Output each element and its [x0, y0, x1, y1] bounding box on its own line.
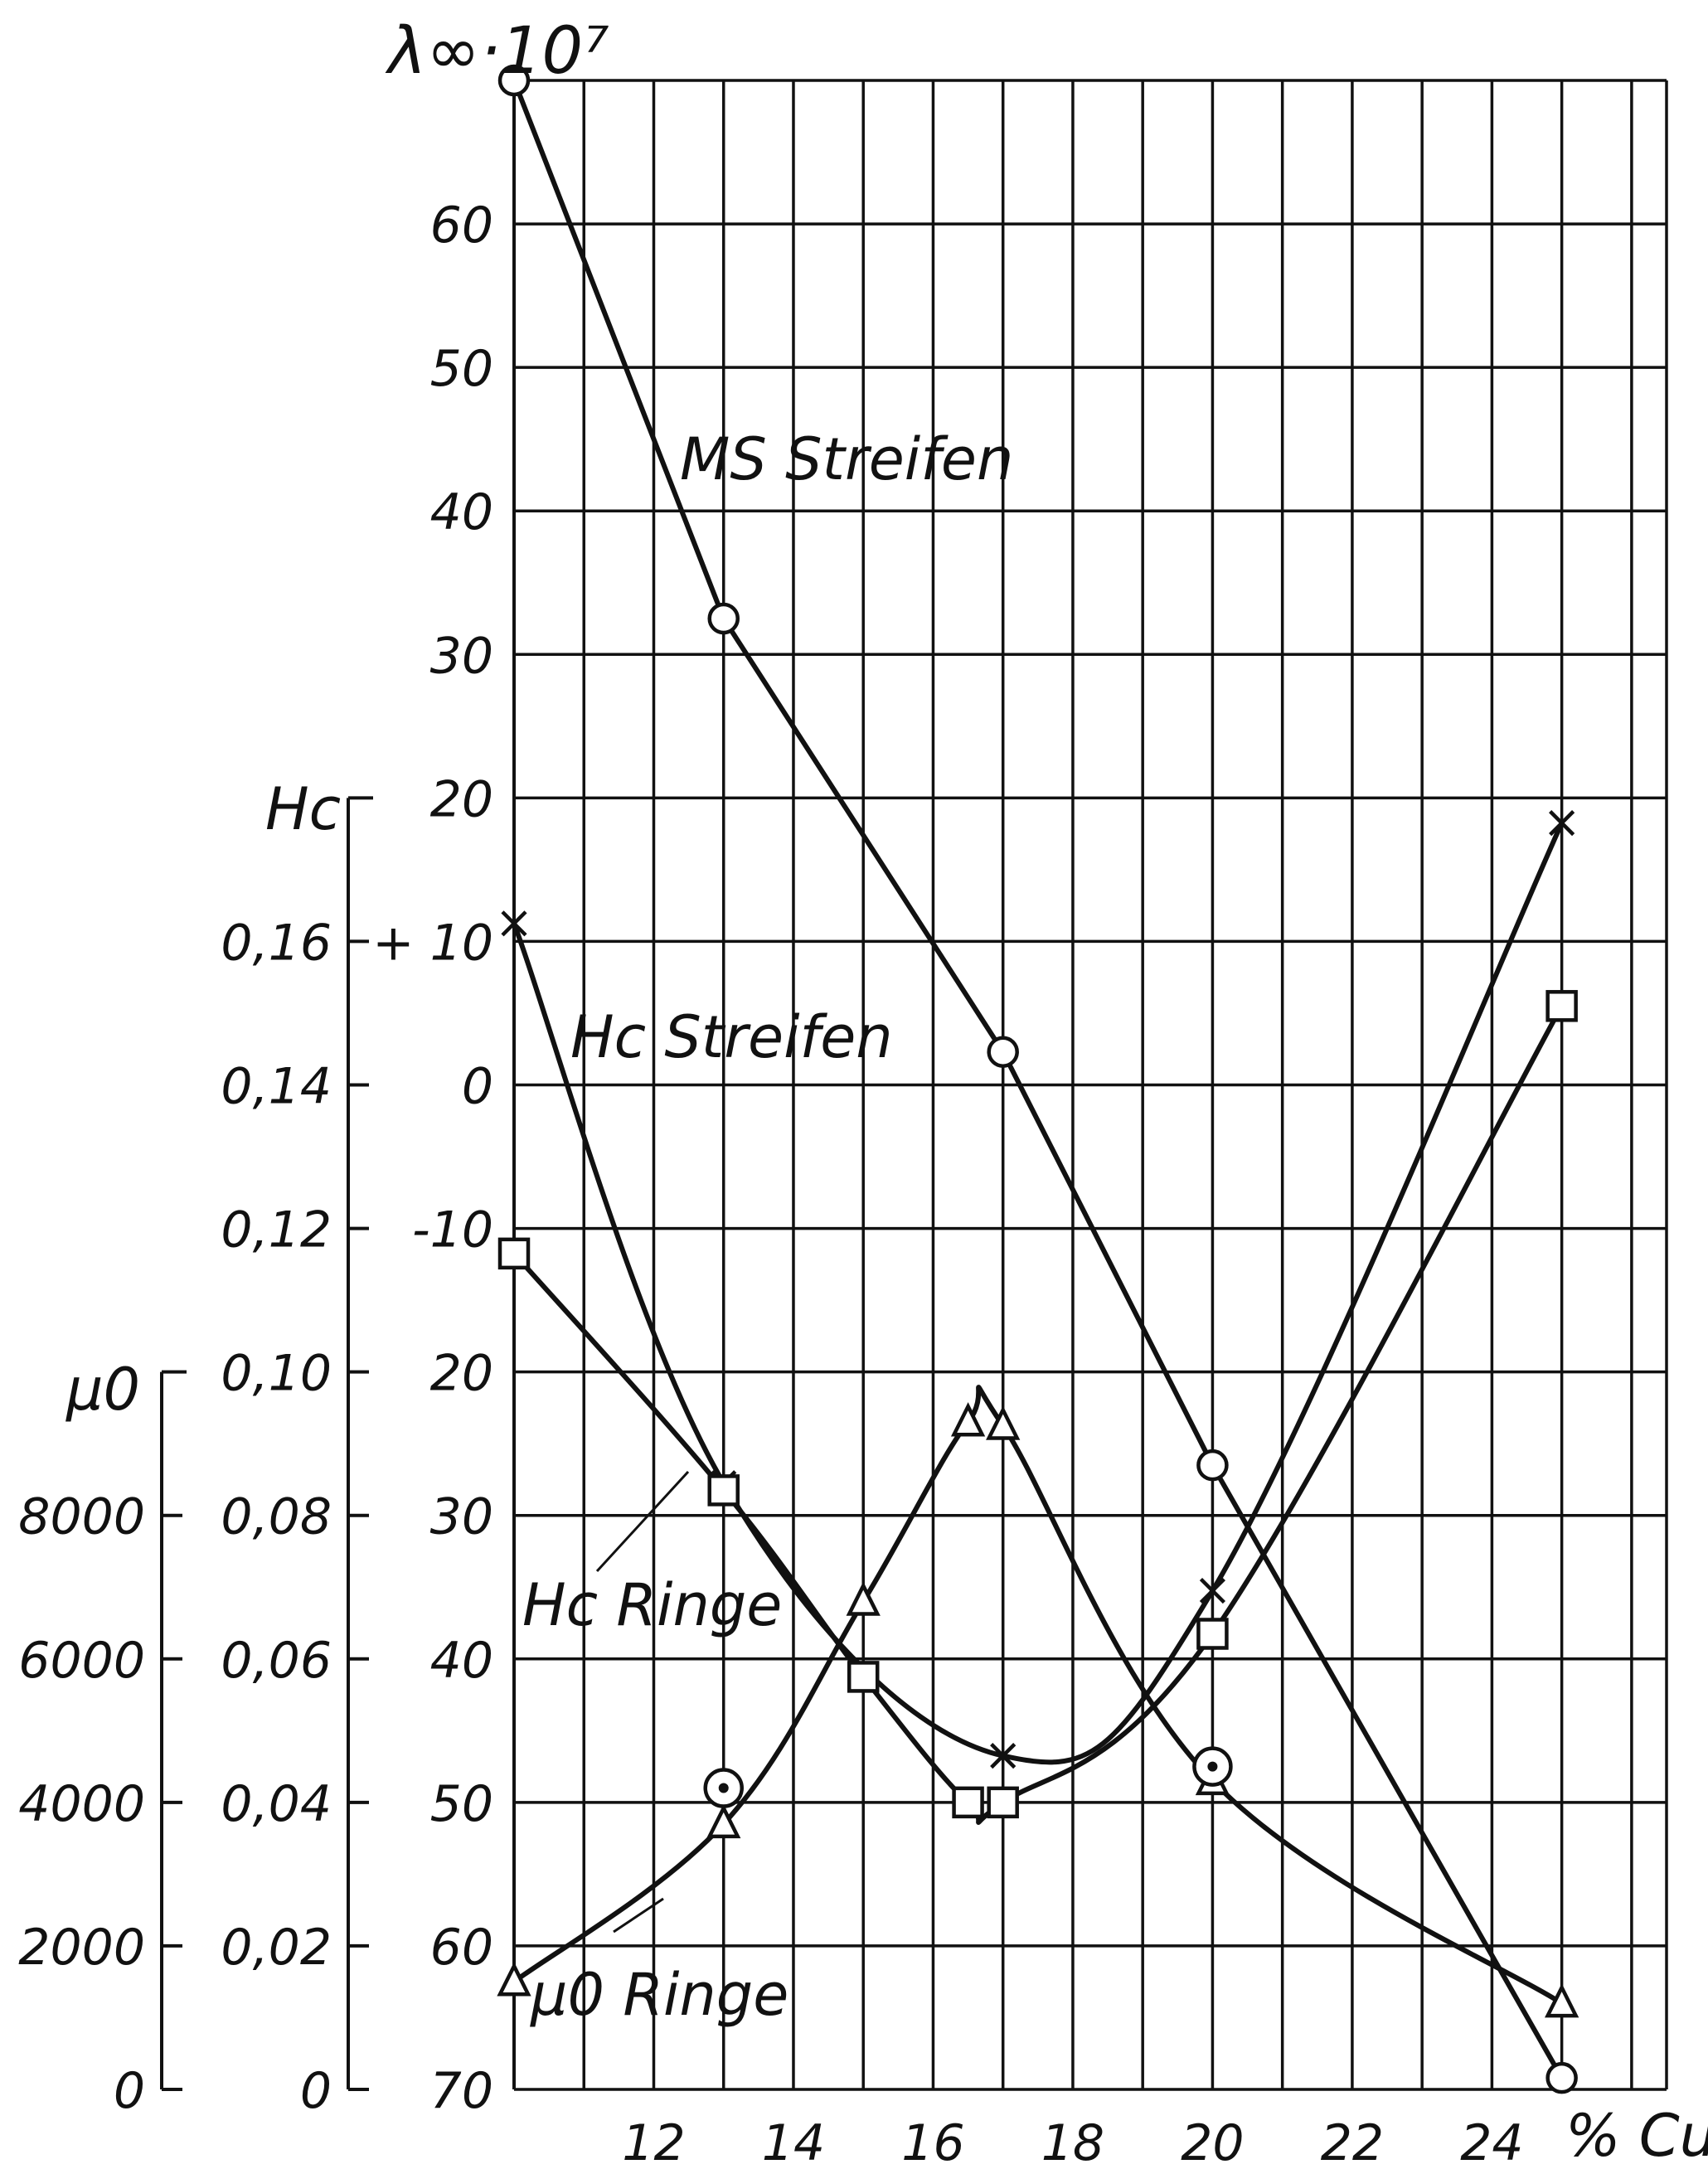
lambda-tick-label: 50 — [430, 340, 493, 398]
lambda-tick-label: 30 — [430, 627, 493, 685]
data-point-square — [847, 1661, 880, 1693]
grid — [512, 79, 1668, 2091]
hc-tick-label: 0,04 — [221, 1775, 332, 1833]
x-tick-label: 22 — [1321, 2114, 1384, 2169]
lambda-axis-label: λ∞·10⁷ — [385, 14, 609, 89]
lambda-tick-label: 60 — [430, 197, 493, 255]
data-point-circle — [1196, 1448, 1229, 1482]
data-point-square — [1545, 990, 1578, 1022]
lambda-tick-label: 70 — [430, 2062, 493, 2120]
data-point-circle — [707, 602, 740, 635]
x-tick-label: 12 — [622, 2114, 685, 2169]
hc-tick-label: 0,16 — [221, 914, 332, 972]
x-axis-label: % Cu — [1565, 2102, 1708, 2169]
data-point-cross — [1199, 1577, 1226, 1604]
mu-tick-label: 6000 — [18, 1632, 145, 1690]
lambda-tick-label: 40 — [430, 483, 493, 541]
x-tick-label: 16 — [901, 2114, 964, 2169]
data-point-square — [497, 1237, 531, 1270]
hc-tick-label: 0,06 — [221, 1632, 332, 1690]
annotation-mu0-ringe: μ0 Ringe — [530, 1961, 788, 2029]
mu-tick-label: 8000 — [18, 1488, 145, 1546]
annotation-hc-ringe: Hc Ringe — [522, 1571, 782, 1639]
data-point-square — [987, 1786, 1019, 1819]
hc-tick-label: 0,10 — [221, 1345, 332, 1403]
data-point-circle — [1545, 2061, 1578, 2094]
data-point-cross — [990, 1743, 1017, 1769]
data-point-triangle — [1544, 1983, 1579, 2018]
lambda-tick-label: 20 — [430, 770, 493, 828]
data-point-square — [707, 1474, 740, 1507]
x-tick-label: 14 — [762, 2114, 825, 2169]
hc-axis-label: Hc — [265, 775, 341, 843]
x-tick-label: 18 — [1041, 2114, 1104, 2169]
data-point-triangle — [846, 1581, 881, 1616]
tick-labels: 12 14 16 18 20 22 24 60 50 40 30 20 + 10 0 -10 20 30 40 50… — [18, 197, 1523, 2169]
hc-tick-label: 0,08 — [221, 1488, 332, 1546]
data-point-dot — [1207, 1761, 1218, 1772]
data-point-triangle — [497, 1962, 531, 1997]
hc-tick-label: 0,12 — [221, 1201, 332, 1259]
series-line — [512, 1385, 1565, 2006]
lambda-tick-label: -10 — [412, 1201, 493, 1259]
mu-axis-label: μ0 — [66, 1356, 140, 1424]
axis-labels: λ∞·10⁷ Hc μ0 % Cu — [66, 14, 1708, 2169]
data-point-circle — [987, 1036, 1019, 1068]
mu-tick-label: 0 — [114, 2062, 145, 2120]
series-line — [512, 78, 1565, 2081]
annotation-leaders — [595, 1470, 690, 1934]
markers — [497, 64, 1579, 2094]
mu-tick-label: 4000 — [18, 1775, 145, 1833]
data-point-square — [952, 1786, 984, 1819]
data-point-triangle — [950, 1402, 986, 1437]
data-point-circle — [497, 64, 531, 97]
lambda-tick-label: + 10 — [372, 914, 493, 972]
series-annotations: MS Streifen Hc Streifen Hc Ringe μ0 Ring… — [522, 425, 1013, 2029]
lambda-tick-label: 30 — [430, 1488, 493, 1546]
mu-tick-label: 2000 — [18, 1919, 145, 1977]
data-point-square — [1196, 1618, 1229, 1650]
annotation-ms-streifen: MS Streifen — [680, 425, 1013, 493]
data-point-cross — [501, 910, 527, 937]
lambda-tick-label: 0 — [462, 1058, 493, 1116]
x-tick-label: 20 — [1181, 2114, 1244, 2169]
annotation-hc-streifen: Hc Streifen — [570, 1003, 893, 1071]
lambda-tick-label: 50 — [430, 1775, 493, 1833]
hc-tick-label: 0 — [300, 2062, 332, 2120]
data-point-triangle — [706, 1803, 741, 1839]
lambda-tick-label: 20 — [430, 1345, 493, 1403]
series-line — [512, 1003, 1565, 1825]
data-point-dot — [718, 1783, 729, 1793]
hc-tick-label: 0,02 — [221, 1919, 332, 1977]
lambda-tick-label: 60 — [430, 1919, 493, 1977]
data-point-cross — [1549, 810, 1575, 837]
leader-hc-ringe — [595, 1470, 690, 1573]
x-tick-label: 24 — [1460, 2114, 1523, 2169]
leader-mu0-ringe — [613, 1897, 664, 1934]
data-point-triangle — [986, 1405, 1021, 1440]
axes — [160, 80, 516, 2091]
lambda-tick-label: 40 — [430, 1632, 493, 1690]
hc-tick-label: 0,14 — [221, 1058, 332, 1116]
curves — [512, 78, 1565, 2081]
